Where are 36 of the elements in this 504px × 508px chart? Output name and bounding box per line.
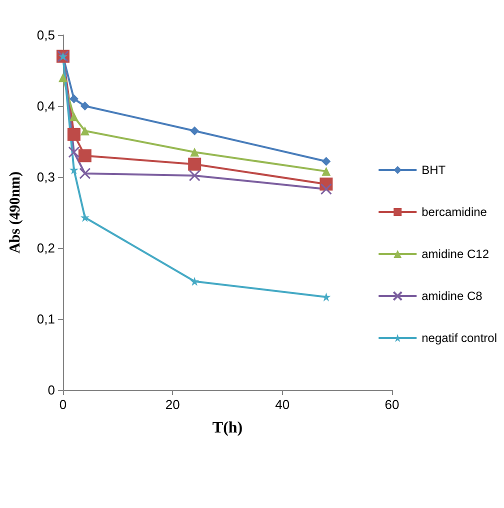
point	[80, 102, 90, 110]
point	[80, 212, 90, 222]
y-tick-label: 0,2	[36, 240, 55, 256]
point	[322, 292, 331, 302]
point	[190, 126, 200, 136]
legend-label: amidine C8	[422, 289, 483, 303]
y-tick-label: 0,3	[36, 170, 55, 184]
point	[320, 183, 332, 195]
x-tick-label: 60	[384, 397, 400, 412]
point	[78, 149, 92, 162]
x-tick-label: 20	[165, 397, 180, 412]
point	[190, 148, 200, 157]
legend-label: amidine C12	[422, 247, 490, 261]
point	[67, 128, 80, 141]
y-tick-label: 0	[48, 382, 55, 398]
point	[188, 170, 200, 182]
x-axis-title: T(h)	[212, 420, 243, 436]
point	[69, 94, 78, 104]
y-tick-label: 0,1	[36, 312, 55, 326]
legend-label: bercamidine	[422, 205, 488, 219]
point	[322, 156, 331, 166]
point	[322, 166, 331, 176]
point	[69, 112, 78, 122]
x-tick-label: 0	[59, 397, 67, 412]
point	[79, 168, 91, 180]
point	[190, 276, 200, 286]
legend-label: negatif control	[422, 331, 498, 345]
point	[68, 146, 80, 158]
legend-label: BHT	[422, 163, 446, 177]
point	[188, 158, 202, 171]
y-tick-label: 0,4	[36, 98, 55, 114]
x-tick-label: 40	[275, 397, 290, 412]
point	[80, 126, 90, 136]
y-tick-label: 0,5	[36, 28, 55, 42]
point	[58, 73, 68, 82]
y-axis-title: Abs (490nm)	[8, 171, 24, 254]
